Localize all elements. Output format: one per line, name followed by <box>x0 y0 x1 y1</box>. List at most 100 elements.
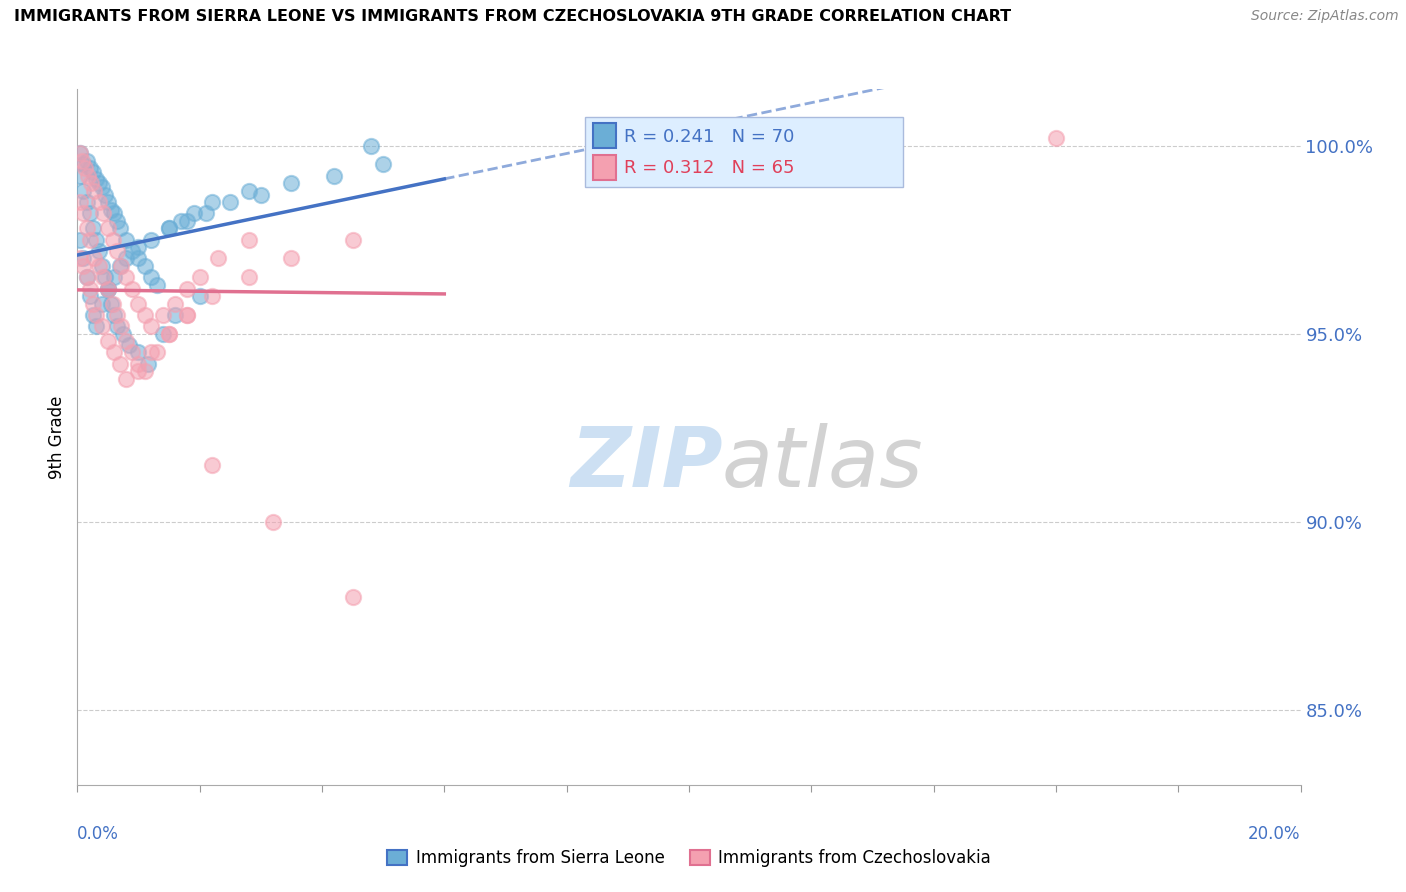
Point <box>103 308 125 322</box>
Point <box>79 161 101 176</box>
Point <box>73 161 96 176</box>
Text: 20.0%: 20.0% <box>1249 825 1301 843</box>
Point <box>176 214 198 228</box>
Point <box>118 338 141 352</box>
Point <box>146 277 169 292</box>
Point <box>219 194 242 209</box>
Point <box>97 221 120 235</box>
Point <box>139 270 162 285</box>
Point <box>112 326 135 341</box>
Point <box>69 146 91 161</box>
Point <box>121 244 143 258</box>
Point <box>72 157 94 171</box>
Point <box>97 194 120 209</box>
Point <box>69 146 91 161</box>
Point <box>127 345 149 359</box>
Text: ZIP: ZIP <box>571 424 723 504</box>
Text: 0.0%: 0.0% <box>77 825 120 843</box>
Point <box>91 206 114 220</box>
Point <box>76 153 98 168</box>
Point <box>342 233 364 247</box>
Point <box>82 221 104 235</box>
Point <box>103 270 125 285</box>
Point <box>127 357 149 371</box>
Point <box>238 270 260 285</box>
Point <box>115 334 138 348</box>
Point <box>90 180 112 194</box>
Point <box>72 206 94 220</box>
Point <box>108 357 131 371</box>
Text: IMMIGRANTS FROM SIERRA LEONE VS IMMIGRANTS FROM CZECHOSLOVAKIA 9TH GRADE CORRELA: IMMIGRANTS FROM SIERRA LEONE VS IMMIGRAN… <box>14 9 1011 24</box>
Point <box>176 308 198 322</box>
Text: R = 0.312   N = 65: R = 0.312 N = 65 <box>624 159 794 177</box>
Point <box>201 289 224 303</box>
Point <box>94 270 117 285</box>
Text: Source: ZipAtlas.com: Source: ZipAtlas.com <box>1251 9 1399 23</box>
Point <box>76 221 98 235</box>
Text: R = 0.241   N = 70: R = 0.241 N = 70 <box>624 128 794 145</box>
Point <box>90 259 112 273</box>
Point <box>100 202 122 217</box>
Point <box>108 259 131 273</box>
Point <box>87 176 110 190</box>
Point <box>69 233 91 247</box>
Point <box>79 233 101 247</box>
Point <box>127 364 149 378</box>
Point <box>82 308 104 322</box>
Point <box>110 319 132 334</box>
Point <box>127 252 149 266</box>
Point <box>146 345 169 359</box>
Point <box>342 590 364 604</box>
Point <box>188 270 211 285</box>
Point <box>176 308 198 322</box>
Point <box>323 169 346 183</box>
Point <box>69 194 91 209</box>
Point <box>76 270 98 285</box>
Point <box>84 172 107 186</box>
Point <box>238 184 260 198</box>
Point <box>262 515 284 529</box>
Point <box>90 319 112 334</box>
Point <box>100 296 122 310</box>
Point <box>134 364 156 378</box>
Point <box>201 194 224 209</box>
Point <box>83 252 105 266</box>
Point <box>121 345 143 359</box>
Text: atlas: atlas <box>721 424 924 504</box>
Point <box>127 296 149 310</box>
Point <box>139 345 162 359</box>
Point <box>115 252 138 266</box>
Point <box>105 244 128 258</box>
Point <box>134 308 156 322</box>
Point <box>108 221 131 235</box>
Point <box>69 169 91 183</box>
Point <box>134 259 156 273</box>
Point <box>152 308 174 322</box>
Point <box>97 281 120 295</box>
Legend: Immigrants from Sierra Leone, Immigrants from Czechoslovakia: Immigrants from Sierra Leone, Immigrants… <box>381 843 997 874</box>
Point <box>94 187 117 202</box>
Point <box>115 270 138 285</box>
Point <box>280 252 302 266</box>
Point <box>201 458 224 473</box>
Point <box>157 221 180 235</box>
Point <box>83 184 105 198</box>
Point <box>72 259 94 273</box>
Point <box>238 233 260 247</box>
Point <box>77 169 100 183</box>
Point <box>136 357 159 371</box>
Point <box>115 233 138 247</box>
Point <box>105 319 128 334</box>
Point <box>207 252 229 266</box>
Point <box>139 233 162 247</box>
Point <box>76 270 98 285</box>
Point <box>360 138 382 153</box>
Point <box>79 289 101 303</box>
Point <box>79 281 101 295</box>
Point <box>91 270 114 285</box>
Point <box>87 244 110 258</box>
Point <box>103 345 125 359</box>
Point <box>84 233 107 247</box>
Point <box>87 194 110 209</box>
Point <box>127 240 149 254</box>
